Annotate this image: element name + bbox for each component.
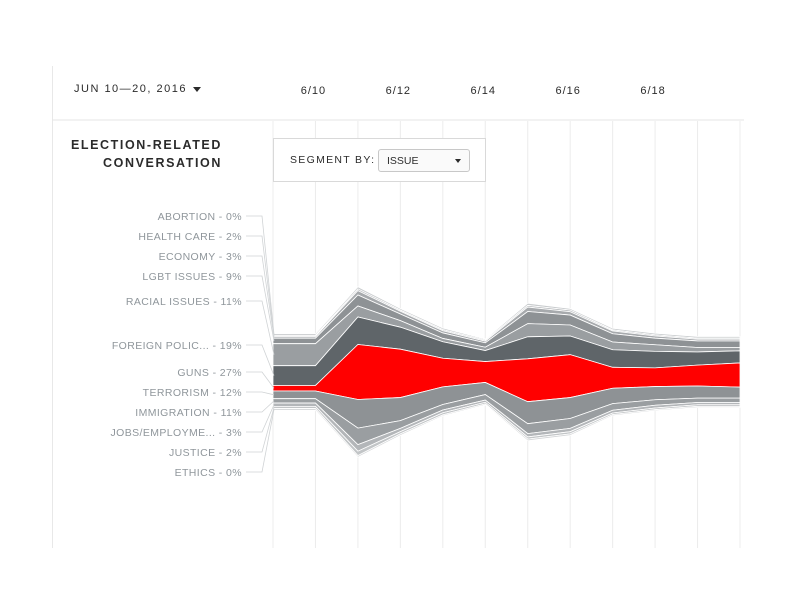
- leader-line: [246, 344, 275, 376]
- legend-label: HEALTH CARE - 2%: [138, 231, 242, 243]
- legend-label: FOREIGN POLIC... - 19%: [112, 340, 242, 352]
- stream-layers: [272, 286, 741, 458]
- legend-labels: ABORTION - 0% HEALTH CARE - 2% ECONOMY - 3…: [110, 211, 242, 479]
- caret-down-icon: [455, 159, 461, 163]
- legend-label: RACIAL ISSUES - 11%: [126, 296, 242, 308]
- legend-label: GUNS - 27%: [177, 367, 242, 379]
- x-axis-ticks: 6/10 6/12 6/14 6/16 6/18: [301, 85, 665, 97]
- x-tick-label: 6/12: [386, 85, 411, 97]
- legend-label: ETHICS - 0%: [175, 467, 242, 479]
- caret-down-icon: [193, 86, 201, 92]
- segment-by-label: SEGMENT BY:: [290, 154, 376, 166]
- x-tick-label: 6/14: [471, 85, 496, 97]
- date-range-label: JUN 10—20, 2016: [74, 83, 187, 95]
- chart-title-line-2: CONVERSATION: [103, 156, 222, 170]
- leader-line: [246, 391, 275, 396]
- segment-select-value: ISSUE: [387, 155, 419, 167]
- legend-leader-lines: [246, 215, 275, 473]
- legend-label: TERRORISM - 12%: [143, 387, 242, 399]
- leader-line: [246, 300, 275, 355]
- legend-label: ECONOMY - 3%: [159, 251, 242, 263]
- x-tick-label: 6/18: [640, 85, 665, 97]
- leader-line: [246, 255, 275, 338]
- segment-select[interactable]: ISSUE: [378, 149, 470, 172]
- stream-layer: [272, 403, 741, 458]
- legend-label: JUSTICE - 2%: [169, 447, 242, 459]
- leader-line: [246, 400, 275, 413]
- chart-title-line-1: ELECTION-RELATED: [70, 138, 222, 152]
- leader-line: [246, 235, 275, 337]
- chart-title: ELECTION-RELATED CONVERSATION: [60, 136, 222, 172]
- leader-line: [246, 275, 275, 341]
- legend-label: JOBS/EMPLOYME... - 3%: [110, 427, 242, 439]
- x-tick-label: 6/16: [555, 85, 580, 97]
- date-range-dropdown[interactable]: JUN 10—20, 2016: [74, 83, 201, 95]
- leader-line: [246, 409, 275, 473]
- leader-line: [246, 371, 275, 389]
- leader-line: [246, 407, 275, 453]
- legend-label: ABORTION - 0%: [158, 211, 242, 223]
- legend-label: LGBT ISSUES - 9%: [142, 271, 242, 283]
- segment-by-control: SEGMENT BY: ISSUE: [273, 138, 486, 182]
- leader-line: [246, 404, 275, 433]
- x-tick-label: 6/10: [301, 85, 326, 97]
- legend-label: IMMIGRATION - 11%: [135, 407, 242, 419]
- leader-line: [246, 215, 275, 335]
